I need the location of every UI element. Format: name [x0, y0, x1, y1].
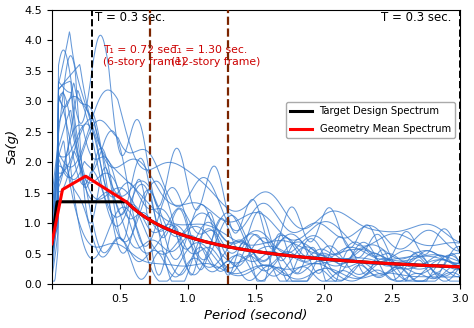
- Text: T = 0.3 sec.: T = 0.3 sec.: [381, 10, 451, 24]
- Y-axis label: Sa(g): Sa(g): [6, 129, 18, 164]
- Legend: Target Design Spectrum, Geometry Mean Spectrum: Target Design Spectrum, Geometry Mean Sp…: [285, 102, 455, 138]
- Text: T₁ = 0.72 sec.
(6-story frame): T₁ = 0.72 sec. (6-story frame): [103, 45, 186, 67]
- X-axis label: Period (second): Period (second): [204, 309, 307, 322]
- Text: T₁ = 1.30 sec.
(12-story frame): T₁ = 1.30 sec. (12-story frame): [171, 45, 261, 67]
- Text: T = 0.3 sec.: T = 0.3 sec.: [95, 10, 165, 24]
